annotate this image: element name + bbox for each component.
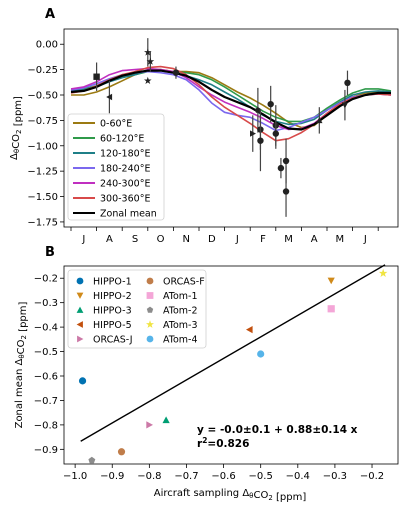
panel-b-y-axis-label: Zonal mean ΔθCO2 [ppm]: [14, 301, 29, 428]
b-x-tick-label: −0.7: [174, 471, 198, 482]
panel-label-b: B: [45, 245, 55, 260]
b-y-tick-label: −0.2: [34, 274, 58, 285]
b-y-tick-label: −0.5: [34, 347, 58, 358]
b-legend-label: HIPPO-2: [93, 291, 132, 302]
a-y-tick-label: −0.50: [27, 91, 58, 102]
b-legend-label: ATom-3: [163, 320, 198, 331]
a-x-tick-label: S: [132, 234, 138, 245]
a-legend-label: 300-360°E: [100, 194, 150, 205]
b-point: [88, 457, 95, 464]
b-y-tick-label: −0.4: [34, 323, 58, 334]
panel-a-y-axis-label: ΔθCO2 [ppm]: [9, 96, 24, 160]
b-point: [118, 448, 125, 455]
b-legend-label: ATom-2: [163, 306, 198, 317]
a-y-tick-label: −1.50: [27, 192, 58, 203]
b-y-tick-label: −0.9: [34, 445, 58, 456]
b-x-tick-label: −0.6: [211, 471, 235, 482]
b-x-tick-label: −0.8: [137, 471, 161, 482]
b-legend-marker: [147, 336, 154, 343]
b-y-tick-label: −0.7: [34, 396, 58, 407]
b-point: [328, 305, 335, 312]
b-legend-label: ATom-1: [163, 291, 198, 302]
b-y-tick-label: −0.8: [34, 420, 58, 431]
b-legend-marker: [147, 292, 154, 299]
a-x-tick-label: A: [311, 234, 318, 245]
b-point: [163, 416, 170, 423]
a-obs-point: [267, 101, 273, 107]
a-x-tick-label: A: [106, 234, 113, 245]
fit-r-squared: r2=0.826: [197, 436, 249, 450]
panel-label-a: A: [45, 7, 55, 22]
a-x-tick-label: J: [81, 234, 85, 245]
a-obs-point: [93, 74, 99, 80]
a-y-tick-label: −0.75: [27, 116, 58, 127]
a-x-tick-label: J: [235, 234, 239, 245]
a-x-tick-label: J: [363, 234, 367, 245]
b-x-tick-label: −0.9: [100, 471, 124, 482]
b-point: [379, 269, 388, 277]
panel-b: Zonal mean ΔθCO2 [ppm] Aircraft sampling…: [14, 265, 398, 503]
a-obs-point: [344, 80, 350, 86]
a-obs-point: [257, 137, 263, 143]
b-point: [146, 421, 153, 428]
b-point: [246, 326, 253, 333]
a-x-tick-label: D: [208, 234, 216, 245]
b-legend-label: ORCAS-F: [163, 277, 205, 288]
a-x-tick-label: O: [157, 234, 165, 245]
a-legend-label: Zonal mean: [100, 209, 157, 220]
a-x-tick-label: F: [260, 234, 266, 245]
a-legend-label: 0-60°E: [100, 119, 132, 130]
b-y-tick-label: −0.6: [34, 372, 58, 383]
b-point: [328, 278, 335, 285]
a-y-tick-label: −1.75: [27, 217, 58, 228]
a-y-tick-label: −1.00: [27, 141, 58, 152]
a-legend-label: 180-240°E: [100, 164, 150, 175]
b-point: [257, 350, 264, 357]
panel-b-y-ticks: −0.2 −0.3 −0.4 −0.5 −0.6 −0.7 −0.8 −0.9: [34, 274, 64, 456]
b-legend-marker: [77, 278, 84, 285]
b-legend-label: HIPPO-5: [93, 320, 132, 331]
a-x-tick-label: N: [182, 234, 189, 245]
panel-b-legend: HIPPO-1 HIPPO-2 HIPPO-3 HIPPO-5 ORCAS-J ORCAS…: [68, 270, 206, 348]
b-legend-marker: [147, 278, 154, 285]
a-legend-label: 240-300°E: [100, 179, 150, 190]
a-y-tick-label: 0.00: [36, 40, 58, 51]
panel-a-legend: 0-60°E 60-120°E 120-180°E 180-240°E 240-300°…: [68, 114, 164, 220]
b-point: [79, 377, 86, 384]
a-y-tick-label: −0.25: [27, 65, 58, 76]
panel-a-y-ticks: 0.00 −0.25 −0.50 −0.75 −1.00 −1.25 −1.50 −1.75: [27, 40, 64, 229]
a-y-tick-label: −1.25: [27, 167, 58, 178]
b-y-tick-label: −0.3: [34, 298, 58, 309]
b-legend-label: HIPPO-1: [93, 277, 132, 288]
a-x-tick-label: M: [284, 234, 293, 245]
b-x-tick-label: −0.3: [323, 471, 347, 482]
a-obs-point: [173, 69, 179, 75]
panel-a: ΔθCO2 [ppm] 0.00 −0.25 −0.50 −0.75 −1.00 −1.2…: [9, 29, 398, 245]
b-legend-label: ORCAS-J: [93, 335, 133, 346]
panel-b-x-ticks: −1.0 −0.9 −0.8 −0.7 −0.6 −0.5 −0.4 −0.3 −0.2: [63, 464, 384, 482]
fit-equation: y = -0.0±0.1 + 0.88±0.14 x: [197, 424, 358, 436]
a-obs-point: [144, 77, 152, 84]
a-x-tick-label: M: [335, 234, 344, 245]
b-legend-label: ATom-4: [163, 335, 198, 346]
b-x-tick-label: −0.5: [249, 471, 273, 482]
b-x-tick-label: −0.2: [360, 471, 384, 482]
b-x-tick-label: −0.4: [286, 471, 310, 482]
a-obs-point: [283, 158, 289, 164]
panel-b-x-axis-label: Aircraft sampling ΔθCO2 [ppm]: [154, 488, 307, 503]
a-obs-point: [283, 188, 289, 194]
b-x-tick-label: −1.0: [63, 471, 87, 482]
a-legend-label: 120-180°E: [100, 149, 150, 160]
a-obs-point: [278, 165, 284, 171]
a-legend-label: 60-120°E: [100, 134, 144, 145]
a-obs-point: [273, 130, 279, 136]
b-legend-label: HIPPO-3: [93, 306, 132, 317]
